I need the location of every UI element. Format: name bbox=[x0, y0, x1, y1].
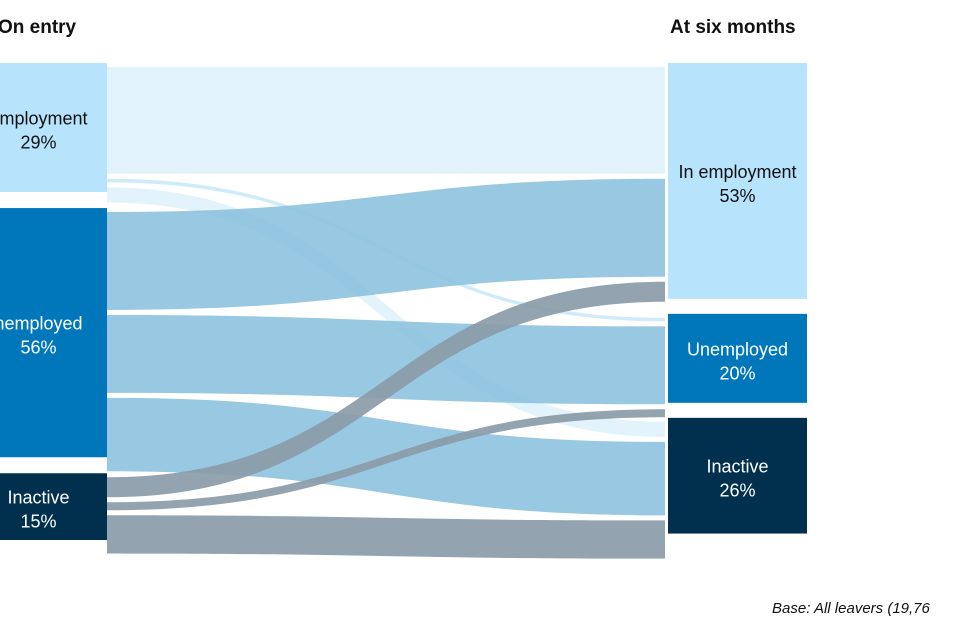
target-node-percent-emp: 53% bbox=[719, 186, 755, 206]
source-node-label-emp: employment bbox=[0, 109, 88, 129]
target-node-label-inact: Inactive bbox=[706, 457, 768, 477]
target-node-percent-unemp: 20% bbox=[719, 363, 755, 383]
nodes-layer: employment 29% nemployed 56% Inactive 15% In e… bbox=[0, 63, 807, 540]
source-node-percent-inact: 15% bbox=[20, 512, 56, 532]
source-node-unemp: nemployed 56% bbox=[0, 208, 107, 458]
target-node-inact: Inactive 26% bbox=[668, 417, 807, 534]
source-node-rect-inact bbox=[0, 473, 107, 540]
flow-emp-to-inact bbox=[107, 187, 665, 437]
source-node-emp: employment 29% bbox=[0, 63, 107, 193]
source-node-inact: Inactive 15% bbox=[0, 473, 107, 540]
target-node-percent-inact: 26% bbox=[719, 481, 755, 501]
source-node-label-inact: Inactive bbox=[7, 488, 69, 508]
source-node-rect-emp bbox=[0, 63, 107, 193]
source-node-percent-emp: 29% bbox=[20, 133, 56, 153]
target-node-rect-inact bbox=[668, 417, 807, 534]
source-node-percent-unemp: 56% bbox=[20, 338, 56, 358]
target-node-label-unemp: Unemployed bbox=[687, 339, 788, 359]
flow-unemp-to-emp bbox=[107, 178, 665, 310]
target-header: At six months bbox=[670, 17, 796, 38]
target-node-emp: In employment 53% bbox=[668, 63, 807, 299]
source-header: On entry bbox=[0, 17, 77, 38]
target-node-unemp: Unemployed 20% bbox=[668, 313, 807, 403]
flow-unemp-to-unemp bbox=[107, 314, 665, 405]
target-node-rect-emp bbox=[668, 63, 807, 299]
flow-emp-to-emp bbox=[107, 67, 665, 174]
flow-inact-to-emp bbox=[107, 281, 665, 498]
base-note: Base: All leavers (19,76 bbox=[772, 600, 930, 617]
source-node-rect-unemp bbox=[0, 208, 107, 458]
flows-layer bbox=[107, 67, 665, 559]
source-node-label-unemp: nemployed bbox=[0, 314, 83, 334]
target-node-label-emp: In employment bbox=[678, 162, 796, 182]
flow-inact-to-unemp bbox=[107, 409, 665, 511]
flow-inact-to-inact bbox=[107, 515, 665, 559]
target-node-rect-unemp bbox=[668, 313, 807, 403]
